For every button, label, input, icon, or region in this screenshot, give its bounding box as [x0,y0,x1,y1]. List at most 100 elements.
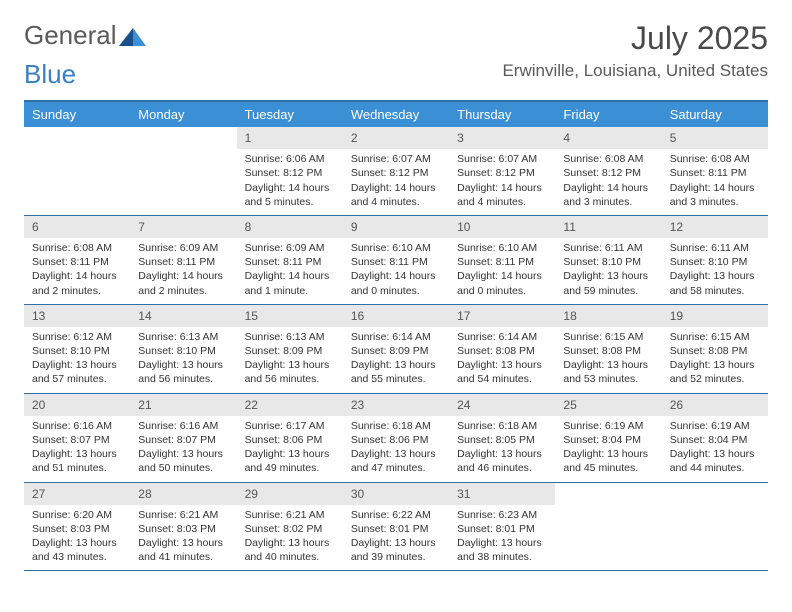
sunset-line: Sunset: 8:07 PM [32,433,122,447]
day-cell: 11Sunrise: 6:11 AMSunset: 8:10 PMDayligh… [555,216,661,304]
sunrise-line: Sunrise: 6:09 AM [138,241,228,255]
sunrise-line: Sunrise: 6:14 AM [457,330,547,344]
daylight-line: Daylight: 13 hours and 38 minutes. [457,536,547,564]
day-cell: 3Sunrise: 6:07 AMSunset: 8:12 PMDaylight… [449,127,555,215]
sunrise-line: Sunrise: 6:11 AM [563,241,653,255]
sunset-line: Sunset: 8:12 PM [245,166,335,180]
day-header-row: SundayMondayTuesdayWednesdayThursdayFrid… [24,102,768,127]
day-number: 16 [343,305,449,327]
day-cell: 9Sunrise: 6:10 AMSunset: 8:11 PMDaylight… [343,216,449,304]
day-header-sunday: Sunday [24,102,130,127]
day-body: Sunrise: 6:19 AMSunset: 8:04 PMDaylight:… [555,416,661,482]
day-cell: 17Sunrise: 6:14 AMSunset: 8:08 PMDayligh… [449,305,555,393]
sunset-line: Sunset: 8:11 PM [351,255,441,269]
day-cell: 14Sunrise: 6:13 AMSunset: 8:10 PMDayligh… [130,305,236,393]
sunset-line: Sunset: 8:10 PM [138,344,228,358]
day-body: Sunrise: 6:09 AMSunset: 8:11 PMDaylight:… [130,238,236,304]
day-cell: 6Sunrise: 6:08 AMSunset: 8:11 PMDaylight… [24,216,130,304]
daylight-line: Daylight: 13 hours and 58 minutes. [670,269,760,297]
day-body: Sunrise: 6:20 AMSunset: 8:03 PMDaylight:… [24,505,130,571]
daylight-line: Daylight: 13 hours and 50 minutes. [138,447,228,475]
day-number: 28 [130,483,236,505]
day-cell: 2Sunrise: 6:07 AMSunset: 8:12 PMDaylight… [343,127,449,215]
sunrise-line: Sunrise: 6:13 AM [245,330,335,344]
day-number: 15 [237,305,343,327]
sunset-line: Sunset: 8:03 PM [138,522,228,536]
daylight-line: Daylight: 13 hours and 55 minutes. [351,358,441,386]
day-number: 19 [662,305,768,327]
day-number: 27 [24,483,130,505]
day-cell: 10Sunrise: 6:10 AMSunset: 8:11 PMDayligh… [449,216,555,304]
logo-text-blue: Blue [24,59,76,90]
sunrise-line: Sunrise: 6:15 AM [670,330,760,344]
day-number: 2 [343,127,449,149]
day-body: Sunrise: 6:14 AMSunset: 8:08 PMDaylight:… [449,327,555,393]
day-number: 12 [662,216,768,238]
day-cell: 29Sunrise: 6:21 AMSunset: 8:02 PMDayligh… [237,483,343,571]
day-body: Sunrise: 6:11 AMSunset: 8:10 PMDaylight:… [555,238,661,304]
day-number: 5 [662,127,768,149]
daylight-line: Daylight: 14 hours and 0 minutes. [457,269,547,297]
day-cell: 31Sunrise: 6:23 AMSunset: 8:01 PMDayligh… [449,483,555,571]
day-number: 18 [555,305,661,327]
day-number: 23 [343,394,449,416]
daylight-line: Daylight: 13 hours and 52 minutes. [670,358,760,386]
sunrise-line: Sunrise: 6:20 AM [32,508,122,522]
day-header-monday: Monday [130,102,236,127]
day-cell: 5Sunrise: 6:08 AMSunset: 8:11 PMDaylight… [662,127,768,215]
sunrise-line: Sunrise: 6:18 AM [351,419,441,433]
week-row: 6Sunrise: 6:08 AMSunset: 8:11 PMDaylight… [24,216,768,305]
day-cell: 30Sunrise: 6:22 AMSunset: 8:01 PMDayligh… [343,483,449,571]
day-number: 31 [449,483,555,505]
sunrise-line: Sunrise: 6:09 AM [245,241,335,255]
day-cell: 25Sunrise: 6:19 AMSunset: 8:04 PMDayligh… [555,394,661,482]
day-body: Sunrise: 6:17 AMSunset: 8:06 PMDaylight:… [237,416,343,482]
sunset-line: Sunset: 8:04 PM [563,433,653,447]
sunrise-line: Sunrise: 6:16 AM [138,419,228,433]
daylight-line: Daylight: 14 hours and 1 minute. [245,269,335,297]
day-cell: 12Sunrise: 6:11 AMSunset: 8:10 PMDayligh… [662,216,768,304]
logo-icon [119,20,147,51]
day-cell: 23Sunrise: 6:18 AMSunset: 8:06 PMDayligh… [343,394,449,482]
day-number: 17 [449,305,555,327]
sunset-line: Sunset: 8:11 PM [32,255,122,269]
day-cell: 18Sunrise: 6:15 AMSunset: 8:08 PMDayligh… [555,305,661,393]
day-number: 22 [237,394,343,416]
day-number: 11 [555,216,661,238]
daylight-line: Daylight: 13 hours and 43 minutes. [32,536,122,564]
day-number: 10 [449,216,555,238]
sunrise-line: Sunrise: 6:08 AM [563,152,653,166]
day-number: 30 [343,483,449,505]
sunset-line: Sunset: 8:08 PM [670,344,760,358]
day-header-friday: Friday [555,102,661,127]
day-cell: 16Sunrise: 6:14 AMSunset: 8:09 PMDayligh… [343,305,449,393]
logo: General [24,20,149,51]
daylight-line: Daylight: 13 hours and 49 minutes. [245,447,335,475]
daylight-line: Daylight: 13 hours and 51 minutes. [32,447,122,475]
day-body: Sunrise: 6:10 AMSunset: 8:11 PMDaylight:… [343,238,449,304]
sunrise-line: Sunrise: 6:21 AM [138,508,228,522]
day-body: Sunrise: 6:11 AMSunset: 8:10 PMDaylight:… [662,238,768,304]
day-body: Sunrise: 6:16 AMSunset: 8:07 PMDaylight:… [130,416,236,482]
daylight-line: Daylight: 14 hours and 4 minutes. [457,181,547,209]
day-body: Sunrise: 6:06 AMSunset: 8:12 PMDaylight:… [237,149,343,215]
sunrise-line: Sunrise: 6:13 AM [138,330,228,344]
sunrise-line: Sunrise: 6:19 AM [563,419,653,433]
sunrise-line: Sunrise: 6:12 AM [32,330,122,344]
daylight-line: Daylight: 14 hours and 4 minutes. [351,181,441,209]
daylight-line: Daylight: 14 hours and 3 minutes. [670,181,760,209]
sunrise-line: Sunrise: 6:21 AM [245,508,335,522]
sunset-line: Sunset: 8:08 PM [457,344,547,358]
day-body: Sunrise: 6:14 AMSunset: 8:09 PMDaylight:… [343,327,449,393]
calendar: SundayMondayTuesdayWednesdayThursdayFrid… [24,100,768,571]
day-body: Sunrise: 6:19 AMSunset: 8:04 PMDaylight:… [662,416,768,482]
sunset-line: Sunset: 8:06 PM [351,433,441,447]
day-number: 20 [24,394,130,416]
day-number: 29 [237,483,343,505]
sunset-line: Sunset: 8:11 PM [245,255,335,269]
day-body: Sunrise: 6:08 AMSunset: 8:12 PMDaylight:… [555,149,661,215]
day-cell: 26Sunrise: 6:19 AMSunset: 8:04 PMDayligh… [662,394,768,482]
daylight-line: Daylight: 13 hours and 59 minutes. [563,269,653,297]
day-number: 13 [24,305,130,327]
day-number: 25 [555,394,661,416]
